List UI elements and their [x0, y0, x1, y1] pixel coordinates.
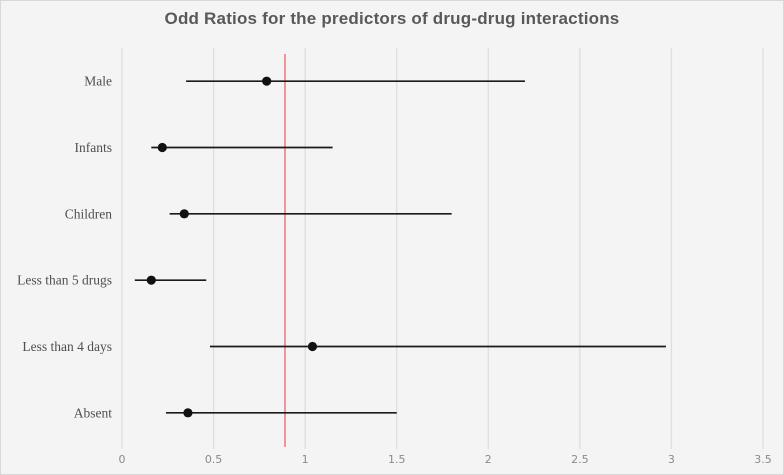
category-label-3: Less than 5 drugs — [17, 273, 112, 288]
estimate-dot-0 — [262, 76, 272, 86]
category-label-0: Male — [84, 74, 112, 89]
estimate-dot-1 — [157, 142, 167, 153]
x-tick-label-2: 2 — [485, 453, 492, 466]
estimate-dot-2 — [179, 209, 189, 219]
series-group — [134, 76, 666, 418]
chart-title: Odd Ratios for the predictors of drug-dr… — [164, 9, 620, 28]
gridlines-group — [121, 48, 764, 449]
x-tick-label-3: 3 — [668, 453, 675, 466]
x-tick-label-3.5: 3.5 — [754, 453, 772, 466]
category-label-4: Less than 4 days — [22, 339, 112, 354]
category-label-1: Infants — [75, 140, 113, 155]
estimate-dot-5 — [183, 408, 193, 418]
estimate-dot-4 — [307, 341, 318, 352]
estimate-dot-3 — [146, 275, 156, 285]
x-tick-label-1: 1 — [302, 453, 309, 466]
x-tick-label-0.5: 0.5 — [205, 453, 223, 466]
category-labels-group: Male Infants Children Less than 5 drugs Less… — [17, 74, 112, 421]
x-tick-labels-group: 0 0.5 1 1.5 2 2.5 3 3.5 — [119, 453, 772, 466]
x-tick-label-1.5: 1.5 — [388, 453, 406, 466]
x-tick-label-0: 0 — [119, 453, 126, 466]
x-tick-label-2.5: 2.5 — [571, 453, 589, 466]
category-label-5: Absent — [74, 405, 112, 420]
category-label-2: Children — [65, 206, 112, 221]
